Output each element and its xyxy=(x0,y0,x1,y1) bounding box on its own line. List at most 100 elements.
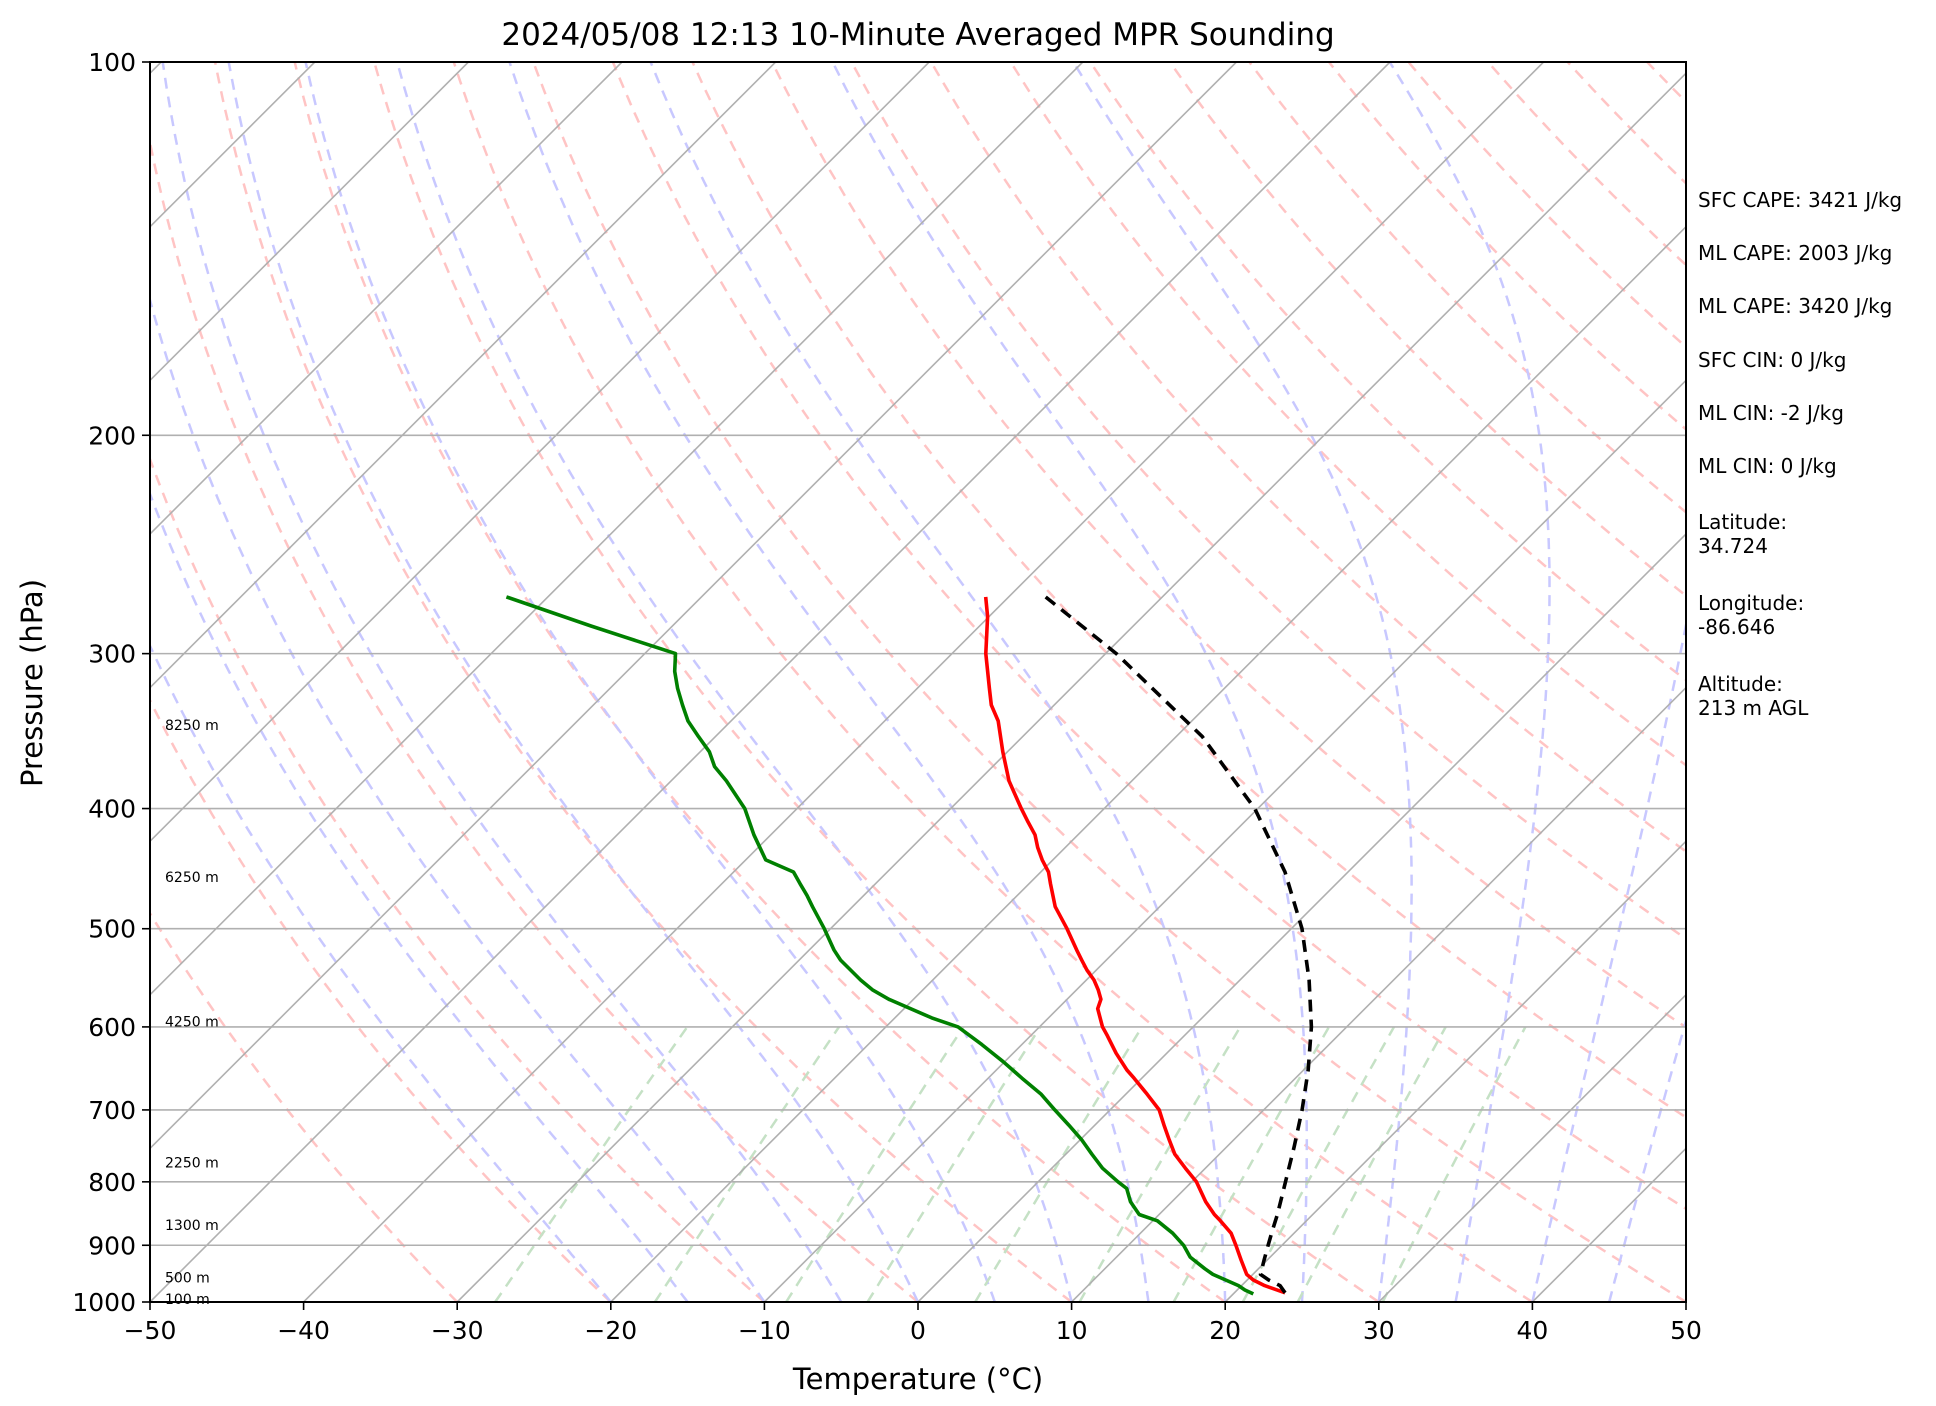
isotherm-line xyxy=(1378,993,1686,1302)
longitude-stat: Longitude: -86.646 xyxy=(1698,591,1805,639)
moist-adiabat-line xyxy=(150,642,612,1302)
isotherm-line xyxy=(150,62,469,382)
dry-adiabat-line xyxy=(691,62,1686,1119)
mixing-ratio-line xyxy=(785,1026,965,1302)
x-tick-label: −50 xyxy=(124,1316,177,1345)
isotherm-line xyxy=(150,62,623,536)
height-label: 2250 m xyxy=(165,1155,219,1171)
moist-adiabat-line xyxy=(1531,618,1686,1302)
moist-adiabat-line xyxy=(150,490,689,1302)
isotherm-line xyxy=(1071,686,1686,1302)
parcel-profile-line xyxy=(1044,595,1314,1294)
moist-adiabat-line xyxy=(395,62,1073,1302)
ml-cape-stat-2: ML CAPE: 3420 J/kg xyxy=(1698,294,1893,318)
dewpoint-profile-line xyxy=(505,595,1255,1296)
y-tick-label: 200 xyxy=(88,421,136,450)
moist-adiabat-line xyxy=(304,62,996,1302)
y-tick-label: 800 xyxy=(88,1168,136,1197)
y-tick-label: 500 xyxy=(88,915,136,944)
ml-cin-stat: ML CIN: -2 J/kg xyxy=(1698,401,1844,425)
x-tick-label: 20 xyxy=(1209,1316,1241,1345)
isotherm-line xyxy=(150,62,1084,996)
isotherm-line xyxy=(150,62,1237,1150)
dry-adiabat-line xyxy=(372,62,1380,1302)
dry-adiabat-line xyxy=(770,62,1686,1029)
isotherm-line xyxy=(150,62,930,843)
dry-adiabat-line xyxy=(532,62,1686,1302)
sfc-cape-stat: SFC CAPE: 3421 J/kg xyxy=(1698,188,1903,212)
isotherm-line xyxy=(763,379,1686,1302)
x-tick-label: 10 xyxy=(1056,1316,1088,1345)
dry-adiabat-line xyxy=(213,62,1073,1302)
mixing-ratio-line xyxy=(974,1026,1144,1302)
dry-adiabat-line xyxy=(850,62,1686,941)
dry-adiabat-line xyxy=(150,697,612,1302)
dry-adiabat-line xyxy=(150,455,766,1302)
x-tick-label: 40 xyxy=(1516,1316,1548,1345)
sfc-cin-stat: SFC CIN: 0 J/kg xyxy=(1698,348,1847,372)
y-tick-label: 600 xyxy=(88,1013,136,1042)
x-axis-label: Temperature (°C) xyxy=(792,1362,1043,1396)
dry-adiabat-line xyxy=(1247,62,1686,514)
altitude-stat: Altitude: 213 m AGL xyxy=(1698,672,1809,720)
dry-adiabat-line xyxy=(1168,62,1686,598)
y-tick-label: 300 xyxy=(88,640,136,669)
moist-adiabat-line xyxy=(150,295,766,1302)
height-label: 4250 m xyxy=(165,1014,219,1030)
height-label: 100 m xyxy=(165,1292,210,1308)
mixing-ratio-line xyxy=(866,1026,1042,1302)
dry-adiabat-line xyxy=(1088,62,1686,682)
moist-adiabat-line xyxy=(1607,1016,1686,1302)
y-tick-label: 1000 xyxy=(72,1288,136,1317)
moist-adiabat-line xyxy=(508,62,1150,1302)
moist-adiabat-line xyxy=(1388,62,1551,1302)
moist-adiabat-line xyxy=(1071,62,1413,1302)
x-tick-label: −10 xyxy=(738,1316,791,1345)
dry-adiabat-line xyxy=(150,136,919,1302)
x-tick-label: −30 xyxy=(431,1316,484,1345)
plot-frame xyxy=(149,61,1687,1303)
y-axis-label: Pressure (hPa) xyxy=(15,579,49,787)
moist-adiabat-line xyxy=(227,62,920,1302)
isotherm-line xyxy=(917,532,1686,1302)
mixing-ratio-line xyxy=(653,1026,841,1302)
height-label: 6250 m xyxy=(165,870,219,886)
dry-adiabat-line xyxy=(929,62,1686,854)
dry-adiabat-line xyxy=(1327,62,1686,431)
dry-adiabat-line xyxy=(611,62,1686,1211)
isotherm-line xyxy=(1224,840,1686,1302)
ml-cape-stat: ML CAPE: 2003 J/kg xyxy=(1698,241,1893,265)
isotherm-line xyxy=(150,62,1391,1302)
x-tick-label: −20 xyxy=(584,1316,637,1345)
temperature-profile-line xyxy=(983,596,1286,1295)
dry-adiabat-line xyxy=(1009,62,1686,767)
x-tick-label: 30 xyxy=(1363,1316,1395,1345)
mixing-ratio-line xyxy=(494,1026,689,1302)
height-label: 8250 m xyxy=(165,718,219,734)
moist-adiabat-line xyxy=(161,62,843,1302)
y-tick-label: 100 xyxy=(88,48,136,77)
height-label: 500 m xyxy=(165,1270,210,1286)
ml-cin-stat-2: ML CIN: 0 J/kg xyxy=(1698,454,1837,478)
dry-adiabat-line xyxy=(293,62,1226,1302)
dry-adiabat-line xyxy=(1406,62,1686,349)
latitude-stat: Latitude: 34.724 xyxy=(1698,510,1788,558)
height-label: 1300 m xyxy=(165,1218,219,1234)
y-tick-label: 900 xyxy=(88,1231,136,1260)
x-tick-label: 0 xyxy=(910,1316,926,1345)
isotherm-line xyxy=(150,62,777,689)
moist-adiabat-line xyxy=(831,62,1309,1302)
x-tick-label: 50 xyxy=(1670,1316,1702,1345)
chart-title: 2024/05/08 12:13 10-Minute Averaged MPR … xyxy=(501,17,1334,53)
dry-adiabat-line xyxy=(452,62,1534,1302)
y-tick-label: 700 xyxy=(88,1096,136,1125)
y-tick-label: 400 xyxy=(88,795,136,824)
isotherm-line xyxy=(456,72,1686,1302)
dry-adiabat-line xyxy=(1486,62,1686,267)
isotherm-line xyxy=(610,225,1686,1302)
x-tick-label: −40 xyxy=(277,1316,330,1345)
isotherm-line xyxy=(303,62,1545,1302)
moist-adiabat-line xyxy=(649,62,1227,1302)
isotherm-line xyxy=(0,62,8,1302)
